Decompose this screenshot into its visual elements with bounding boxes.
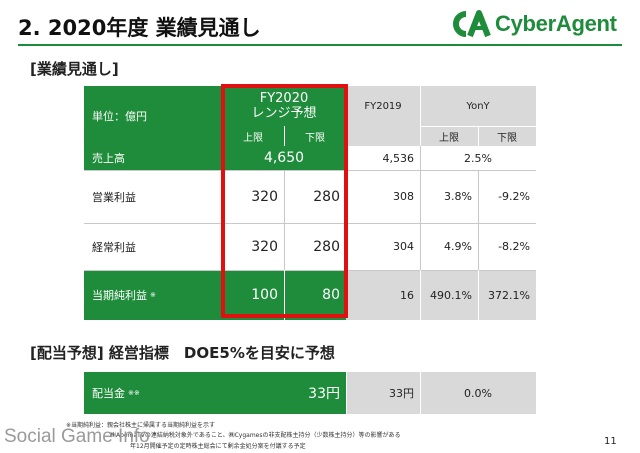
footnote-consolidation: ㈱AbemaTVの連結納税対象外であること、㈱Cygamesの非支配株主持分（少… <box>110 432 401 439</box>
fy2020-upper-label: 上限 <box>222 126 284 146</box>
operating-income-yony-lower: -9.2% <box>498 190 530 203</box>
operating-income-yony-upper: 3.8% <box>444 190 472 203</box>
net-income-upper: 100 <box>222 270 284 320</box>
net-income-note-mark: ※ <box>150 291 156 299</box>
footnote-net-income: ※当期純利益：親会社株主に帰属する当期純利益を示す <box>66 422 216 429</box>
grid-line <box>420 270 421 320</box>
slide-title: 2. 2020年度 業績見通し <box>18 16 261 40</box>
ordinary-income-lower: 280 <box>313 238 340 255</box>
sales-fy2020: 4,650 <box>222 146 346 170</box>
dividend-fy2020: 33円 <box>222 372 346 414</box>
fy2020-header: FY2020 レンジ予想 <box>222 86 346 126</box>
ordinary-income-upper: 320 <box>251 238 278 255</box>
grid-line <box>84 223 536 224</box>
row-label-sales: 売上高 <box>84 146 222 170</box>
operating-income-fy2019: 308 <box>393 190 414 203</box>
grid-line <box>420 372 421 414</box>
sales-fy2019: 4,536 <box>382 151 415 165</box>
net-income-fy2019: 16 <box>346 270 420 320</box>
title-rule <box>18 44 622 46</box>
grid-line <box>478 170 479 270</box>
fy2020-title: FY2020 <box>259 91 309 106</box>
dividend-yony: 0.0% <box>420 372 536 414</box>
grid-line <box>284 126 285 146</box>
ordinary-income-yony-lower: -8.2% <box>498 240 530 253</box>
fy2020-lower-label: 下限 <box>284 126 346 146</box>
unit-label: 単位：億円 <box>84 86 222 146</box>
footnote-dividend: 年12月開催予定の定時株主総会にて剰余金処分案を付議する予定 <box>130 443 306 450</box>
grid-line <box>420 126 536 127</box>
fy2020-subtitle: レンジ予想 <box>251 106 317 121</box>
cyberagent-logo: CyberAgent <box>452 10 617 38</box>
row-label-operating-income: 営業利益 <box>92 190 136 204</box>
section-label-forecast: [業績見通し] <box>30 60 119 78</box>
ordinary-income-yony-upper: 4.9% <box>444 240 472 253</box>
logo-text: CyberAgent <box>495 11 617 36</box>
net-income-yony-upper: 490.1% <box>420 270 478 320</box>
grid-line <box>478 270 479 320</box>
grid-line <box>346 372 347 414</box>
dividend-note-mark: ※※ <box>128 389 140 397</box>
yony-upper-label: 上限 <box>420 126 478 146</box>
grid-line <box>420 86 421 146</box>
row-label-net-income: 当期純利益 ※ <box>84 270 222 320</box>
operating-income-lower: 280 <box>313 188 340 205</box>
ca-logo-icon <box>453 10 491 38</box>
yony-lower-label: 下限 <box>478 126 536 146</box>
grid-line <box>420 146 421 270</box>
watermark: Social Game Info <box>4 426 150 447</box>
grid-line <box>284 270 285 320</box>
operating-income-upper: 320 <box>251 188 278 205</box>
row-label-ordinary-income: 経常利益 <box>92 240 136 254</box>
sales-yony: 2.5% <box>464 151 492 165</box>
dividend-label: 配当金 <box>92 387 125 400</box>
net-income-lower: 80 <box>284 270 346 320</box>
ordinary-income-fy2019: 304 <box>393 240 414 253</box>
dividend-fy2019: 33円 <box>346 372 420 414</box>
grid-line <box>478 126 479 146</box>
row-label-dividend: 配当金 ※※ <box>84 372 222 414</box>
section-label-dividend: [配当予想] 経営指標 DOE5%を目安に予想 <box>30 344 335 362</box>
grid-line <box>284 170 285 270</box>
fy2020-highlight-box <box>221 84 348 318</box>
page-number: 11 <box>604 436 617 447</box>
fy2019-header: FY2019 <box>346 86 420 146</box>
grid-line <box>84 270 536 271</box>
net-income-yony-lower: 372.1% <box>478 270 536 320</box>
net-income-label: 当期純利益 <box>92 289 147 302</box>
yony-header: YonY <box>420 86 536 126</box>
grid-line <box>84 170 536 171</box>
